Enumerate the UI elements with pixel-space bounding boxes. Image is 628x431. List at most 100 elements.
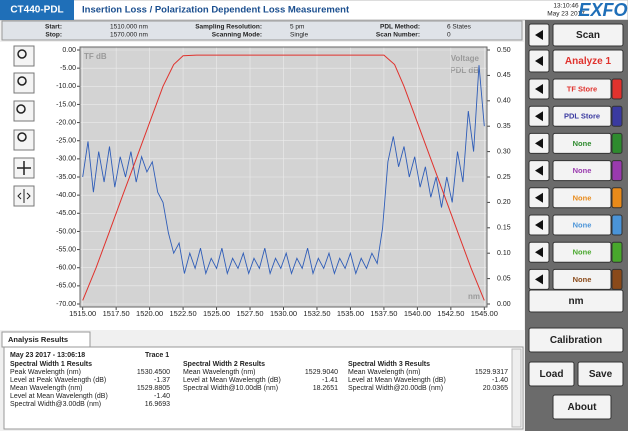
trace-button[interactable] bbox=[552, 187, 612, 209]
trace-button-label: None bbox=[573, 193, 592, 202]
info-value: Single bbox=[290, 32, 308, 39]
trace-color bbox=[611, 132, 623, 154]
info-strip bbox=[1, 20, 523, 41]
unit-button[interactable] bbox=[528, 289, 624, 313]
group-title: Spectral Width 2 Results bbox=[183, 361, 265, 368]
load-button[interactable] bbox=[528, 361, 575, 387]
y-tick-label: -30.00 bbox=[56, 156, 76, 163]
arrow-icon bbox=[535, 56, 543, 66]
group-title: Spectral Width 1 Results bbox=[10, 361, 92, 368]
x-tick-label: 1535.00 bbox=[337, 309, 364, 318]
arrow-icon bbox=[535, 220, 543, 230]
trace-button[interactable] bbox=[552, 160, 612, 182]
result-value: -1.40 bbox=[492, 377, 508, 384]
y-tick-label: -40.00 bbox=[56, 192, 76, 199]
y-tick-label: -60.00 bbox=[56, 265, 76, 272]
trace-button[interactable] bbox=[552, 105, 612, 127]
marker-icon bbox=[17, 189, 31, 203]
x-tick-label: 1520.00 bbox=[136, 309, 163, 318]
y-tick-label: 0.00 bbox=[62, 47, 76, 54]
x-tick-label: 1527.50 bbox=[236, 309, 263, 318]
result-label: Spectral Width@10.00dB (nm) bbox=[183, 385, 278, 392]
y-tick-label: -70.00 bbox=[56, 301, 76, 308]
scrollbar[interactable] bbox=[511, 348, 522, 428]
x-tick-label: 1545.00 bbox=[471, 309, 498, 318]
y2-tick-label: 0.35 bbox=[497, 123, 511, 130]
result-label: Mean Wavelength (nm) bbox=[10, 385, 83, 392]
result-value: 1529.9040 bbox=[305, 369, 338, 376]
trace-color bbox=[611, 160, 623, 182]
scan-button-label: Scan bbox=[576, 30, 600, 41]
result-value: 1529.9317 bbox=[475, 369, 508, 376]
group-title: Spectral Width 3 Results bbox=[348, 361, 430, 368]
logo: EXFO bbox=[578, 0, 627, 20]
scan-button[interactable] bbox=[552, 23, 624, 47]
calibration-button-label: Calibration bbox=[550, 335, 602, 346]
trace-button[interactable] bbox=[552, 132, 612, 154]
trace-button[interactable] bbox=[552, 268, 612, 290]
calibration-button[interactable] bbox=[528, 327, 624, 353]
trace-button[interactable] bbox=[552, 214, 612, 236]
info-label: Start: bbox=[45, 24, 62, 31]
trace-color bbox=[611, 105, 623, 127]
load-button-label: Load bbox=[540, 369, 564, 380]
arrow-icon bbox=[535, 30, 543, 40]
results-box bbox=[3, 346, 524, 430]
y2-tick-label: 0.45 bbox=[497, 72, 511, 79]
y-tick-label: -15.00 bbox=[56, 101, 76, 108]
x-tick-label: 1530.00 bbox=[270, 309, 297, 318]
arrow-icon bbox=[535, 247, 543, 258]
y-tick-label: -10.00 bbox=[56, 83, 76, 90]
analyze-button[interactable] bbox=[552, 49, 624, 73]
trace-button[interactable] bbox=[552, 78, 612, 100]
analyze-button-label: Analyze 1 bbox=[565, 56, 612, 67]
pdl-axis-label: PDL dB bbox=[450, 66, 479, 75]
about-button[interactable] bbox=[552, 394, 612, 420]
pan-icon bbox=[17, 161, 31, 175]
left-axis-label: TF dB bbox=[84, 52, 107, 61]
trace-line bbox=[82, 54, 485, 301]
x-tick-label: 1532.50 bbox=[303, 309, 330, 318]
product: CT440-PDL bbox=[10, 5, 63, 16]
y-tick-label: -45.00 bbox=[56, 210, 76, 217]
result-value: 18.2651 bbox=[313, 385, 338, 392]
result-value: 20.0365 bbox=[483, 385, 508, 392]
unit-button-label: nm bbox=[569, 296, 584, 307]
trace-button-label: None bbox=[573, 166, 592, 175]
zoom-x-icon bbox=[17, 76, 27, 86]
results-tab-label: Analysis Results bbox=[8, 335, 68, 344]
y2-tick-label: 0.50 bbox=[497, 47, 511, 54]
result-value: 16.9693 bbox=[145, 401, 170, 408]
y2-tick-label: 0.05 bbox=[497, 275, 511, 282]
trace-button[interactable] bbox=[552, 241, 612, 263]
save-button[interactable] bbox=[577, 361, 624, 387]
y2-tick-label: 0.40 bbox=[497, 98, 511, 105]
y2-tick-label: 0.10 bbox=[497, 250, 511, 257]
arrow-icon bbox=[535, 138, 543, 149]
result-label: Level at Mean Wavelength (dB) bbox=[183, 377, 281, 384]
right-axis-label: Voltage bbox=[451, 54, 480, 63]
y2-tick-label: 0.25 bbox=[497, 174, 511, 181]
trace-button-label: None bbox=[573, 275, 592, 284]
zoom-x-tool[interactable] bbox=[13, 72, 35, 94]
clock-date: May 23 2017 bbox=[547, 11, 585, 18]
result-label: Level at Mean Wavelength (dB) bbox=[348, 377, 446, 384]
y-tick-label: -55.00 bbox=[56, 246, 76, 253]
y-tick-label: -35.00 bbox=[56, 174, 76, 181]
arrow-icon bbox=[535, 192, 543, 203]
trace-button-label: PDL Store bbox=[564, 112, 600, 121]
zoom-tool[interactable] bbox=[13, 45, 35, 67]
trace-button-label: None bbox=[573, 220, 592, 229]
tools bbox=[13, 45, 35, 207]
result-label: Peak Wavelength (nm) bbox=[10, 369, 81, 376]
trace-color bbox=[611, 78, 623, 100]
y2-tick-label: 0.20 bbox=[497, 199, 511, 206]
trace-color bbox=[611, 268, 623, 290]
result-label: Spectral Width@3.00dB (nm) bbox=[10, 401, 101, 408]
result-value: -1.37 bbox=[154, 377, 170, 384]
plot-frame bbox=[79, 46, 488, 308]
trace-color bbox=[611, 214, 623, 236]
info-value: 0 bbox=[447, 32, 451, 39]
x-tick-label: 1517.50 bbox=[103, 309, 130, 318]
